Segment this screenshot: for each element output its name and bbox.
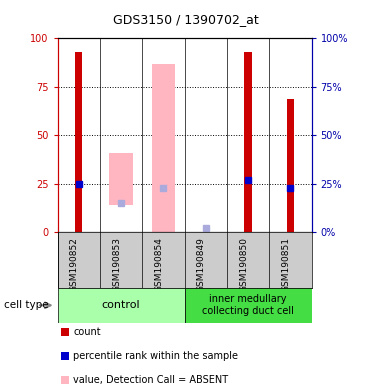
Text: percentile rank within the sample: percentile rank within the sample (73, 351, 238, 361)
Text: value, Detection Call = ABSENT: value, Detection Call = ABSENT (73, 375, 228, 384)
Bar (185, 288, 312, 323)
Text: inner medullary
collecting duct cell: inner medullary collecting duct cell (202, 294, 294, 316)
Text: GSM190851: GSM190851 (282, 237, 290, 292)
Bar (244, 52, 252, 232)
Text: count: count (73, 327, 101, 337)
Text: GSM190850: GSM190850 (239, 237, 248, 292)
Text: cell type: cell type (4, 300, 48, 310)
Text: GSM190852: GSM190852 (70, 237, 79, 292)
Text: GSM190853: GSM190853 (112, 237, 121, 292)
Bar (75, 52, 82, 232)
Text: GSM190854: GSM190854 (154, 237, 163, 292)
Bar (58, 288, 185, 323)
Bar (152, 64, 175, 232)
Text: GDS3150 / 1390702_at: GDS3150 / 1390702_at (113, 13, 258, 26)
Text: control: control (102, 300, 140, 310)
Bar (287, 99, 294, 232)
Bar (109, 153, 133, 205)
Text: GSM190849: GSM190849 (197, 237, 206, 292)
